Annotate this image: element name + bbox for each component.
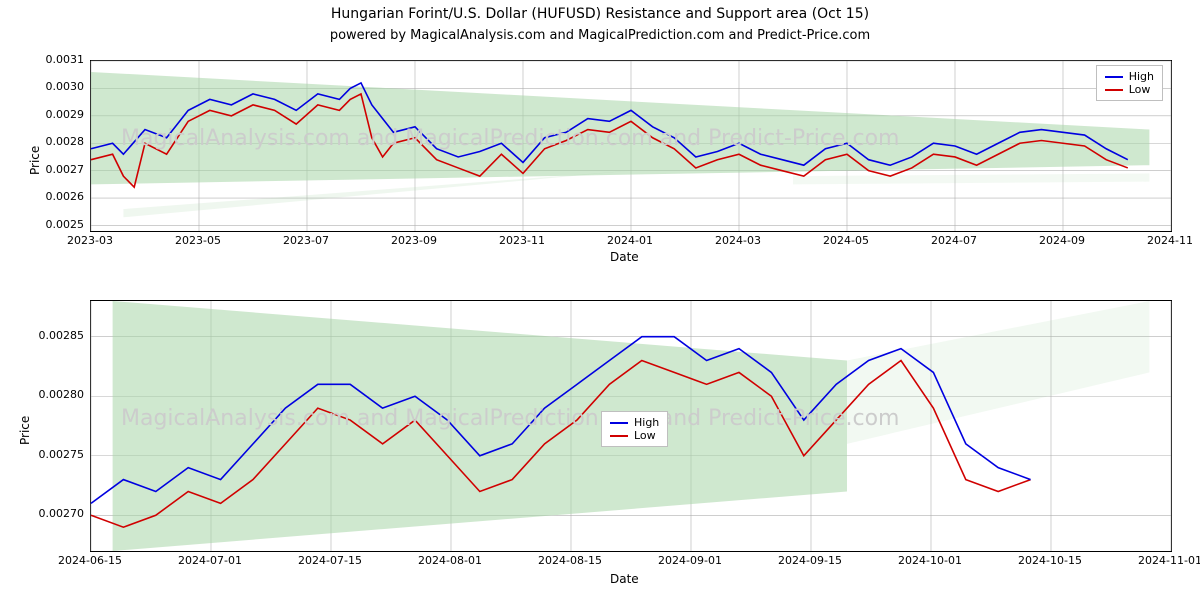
legend-swatch-low bbox=[610, 435, 628, 437]
lower-plot: MagicalAnalysis.com and MagicalPredictio… bbox=[90, 300, 1172, 552]
chart-subtitle: powered by MagicalAnalysis.com and Magic… bbox=[0, 28, 1200, 43]
chart-container: Hungarian Forint/U.S. Dollar (HUFUSD) Re… bbox=[0, 0, 1200, 600]
legend-swatch-high bbox=[610, 422, 628, 424]
xtick-label: 2024-11-01 bbox=[1135, 554, 1200, 567]
upper-plot-svg bbox=[91, 61, 1171, 231]
xtick-label: 2024-11 bbox=[1135, 234, 1200, 247]
xtick-label: 2023-05 bbox=[163, 234, 233, 247]
ytick-label: 0.00280 bbox=[34, 388, 84, 401]
xtick-label: 2024-08-01 bbox=[415, 554, 485, 567]
legend-item-high: High bbox=[610, 416, 659, 429]
xtick-label: 2024-07-15 bbox=[295, 554, 365, 567]
xtick-label: 2023-09 bbox=[379, 234, 449, 247]
xtick-label: 2024-05 bbox=[811, 234, 881, 247]
xtick-label: 2024-06-15 bbox=[55, 554, 125, 567]
legend-label-high: High bbox=[634, 416, 659, 429]
ytick-label: 0.00285 bbox=[34, 329, 84, 342]
xtick-label: 2023-03 bbox=[55, 234, 125, 247]
legend-item-low: Low bbox=[610, 429, 659, 442]
upper-plot: MagicalAnalysis.com and MagicalPredictio… bbox=[90, 60, 1172, 232]
xlabel-lower: Date bbox=[610, 572, 639, 586]
xtick-label: 2024-10-15 bbox=[1015, 554, 1085, 567]
legend-swatch-high bbox=[1105, 76, 1123, 78]
legend-swatch-low bbox=[1105, 89, 1123, 91]
legend-label-low: Low bbox=[1129, 83, 1151, 96]
legend-item-low: Low bbox=[1105, 83, 1154, 96]
legend-lower: High Low bbox=[601, 411, 668, 447]
xtick-label: 2024-08-15 bbox=[535, 554, 605, 567]
legend-upper: High Low bbox=[1096, 65, 1163, 101]
legend-label-low: Low bbox=[634, 429, 656, 442]
chart-title: Hungarian Forint/U.S. Dollar (HUFUSD) Re… bbox=[0, 6, 1200, 22]
xtick-label: 2024-10-01 bbox=[895, 554, 965, 567]
xtick-label: 2024-09-15 bbox=[775, 554, 845, 567]
ytick-label: 0.0026 bbox=[34, 190, 84, 203]
ytick-label: 0.0031 bbox=[34, 53, 84, 66]
legend-item-high: High bbox=[1105, 70, 1154, 83]
legend-label-high: High bbox=[1129, 70, 1154, 83]
ylabel-lower: Price bbox=[18, 416, 32, 445]
xlabel-upper: Date bbox=[610, 250, 639, 264]
ytick-label: 0.0029 bbox=[34, 108, 84, 121]
xtick-label: 2024-09 bbox=[1027, 234, 1097, 247]
xtick-label: 2024-03 bbox=[703, 234, 773, 247]
xtick-label: 2024-07-01 bbox=[175, 554, 245, 567]
xtick-label: 2024-07 bbox=[919, 234, 989, 247]
xtick-label: 2024-09-01 bbox=[655, 554, 725, 567]
xtick-label: 2023-11 bbox=[487, 234, 557, 247]
ytick-label: 0.0025 bbox=[34, 218, 84, 231]
ytick-label: 0.00275 bbox=[34, 448, 84, 461]
ytick-label: 0.0027 bbox=[34, 163, 84, 176]
ytick-label: 0.0028 bbox=[34, 135, 84, 148]
ytick-label: 0.00270 bbox=[34, 507, 84, 520]
xtick-label: 2024-01 bbox=[595, 234, 665, 247]
xtick-label: 2023-07 bbox=[271, 234, 341, 247]
ytick-label: 0.0030 bbox=[34, 80, 84, 93]
